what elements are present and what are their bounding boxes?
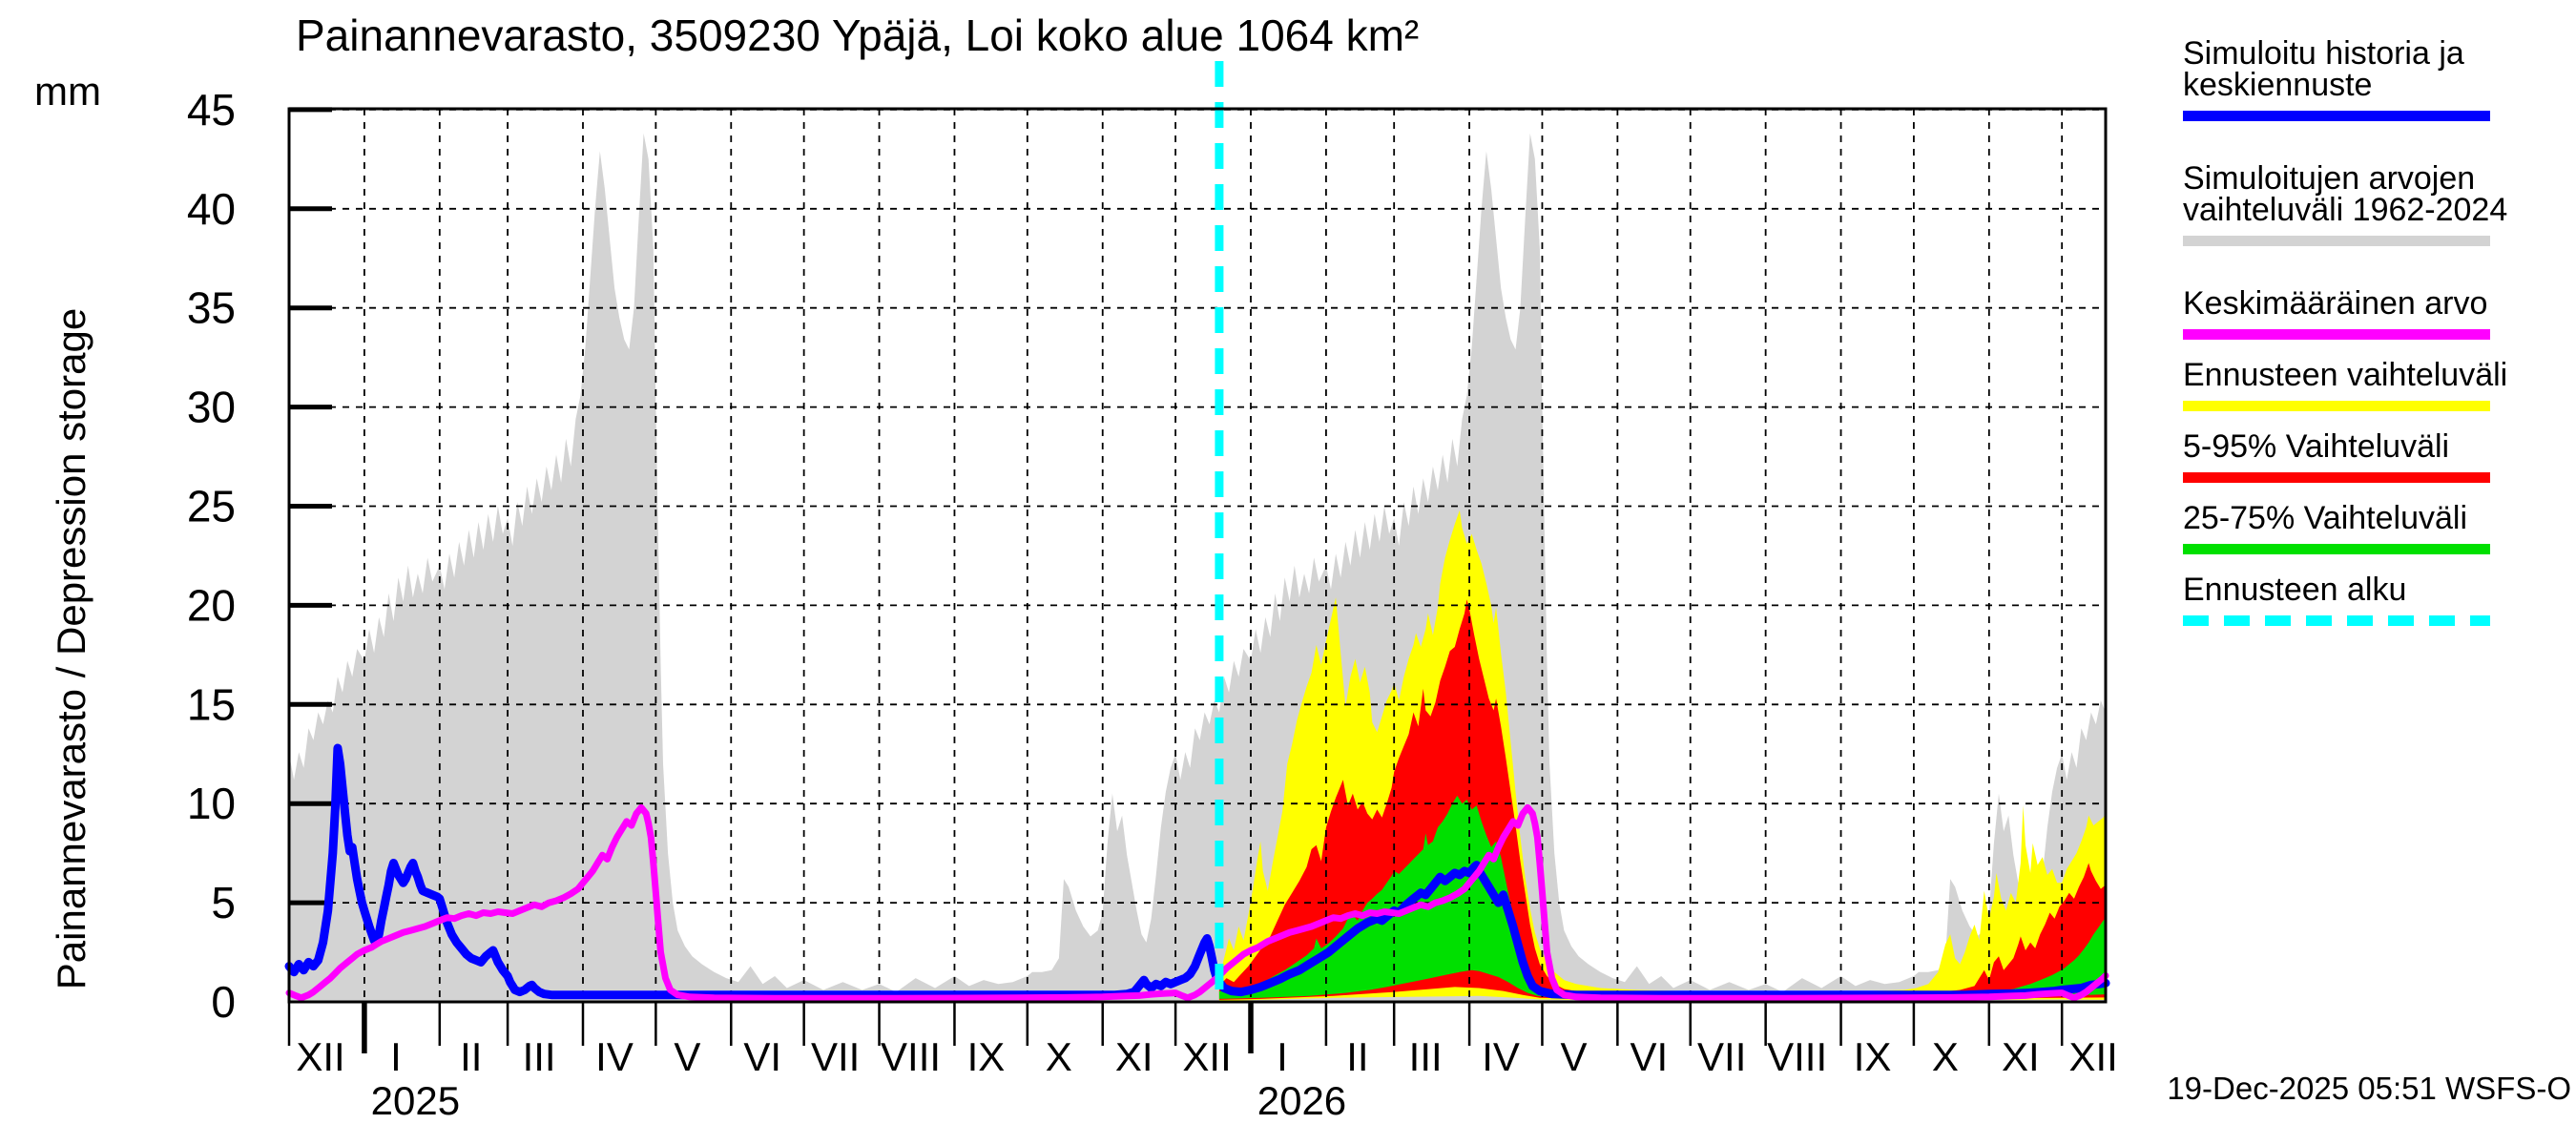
y-tick-label: 45 (187, 85, 236, 135)
legend-swatch (2183, 329, 2490, 340)
timestamp: 19-Dec-2025 05:51 WSFS-O (2167, 1071, 2571, 1106)
x-month-label: V (1560, 1034, 1587, 1079)
y-tick-label: 30 (187, 383, 236, 432)
legend-label: keskiennuste (2183, 67, 2373, 103)
y-tick-label: 25 (187, 482, 236, 531)
axis-ticks (287, 107, 2064, 1053)
history-mean-line (284, 743, 1224, 1000)
legend-swatch (2183, 111, 2490, 121)
y-axis-label: Painannevarasto / Depression storage (49, 307, 93, 990)
y-tick-label: 0 (211, 977, 236, 1027)
x-month-label: XII (2069, 1034, 2118, 1079)
legend-swatch (2183, 615, 2490, 626)
legend-swatch (2183, 401, 2490, 411)
x-axis-labels: XII I II III IV V VI VII VIII IX X XI XII I II III IV V VI… (296, 1034, 2118, 1123)
y-axis-unit: mm (34, 69, 101, 114)
y-tick-label: 15 (187, 679, 236, 729)
plot-frame (287, 107, 2108, 1004)
x-month-label: XII (296, 1034, 344, 1079)
legend-entry: Simuloitu historia ja keskiennuste (2183, 35, 2574, 121)
legend-entry: Ennusteen alku (2183, 572, 2574, 626)
y-tick-label: 40 (187, 184, 236, 234)
x-month-label: I (390, 1034, 402, 1079)
x-month-label: VIII (1767, 1034, 1827, 1079)
x-month-label: VII (1697, 1034, 1746, 1079)
x-month-label: IV (595, 1034, 634, 1079)
x-month-label: IX (1854, 1034, 1892, 1079)
x-month-label: VI (1631, 1034, 1669, 1079)
legend-label: Ennusteen alku (2183, 572, 2407, 608)
legend-label: Keskimääräinen arvo (2183, 285, 2488, 322)
x-year-label: 2026 (1257, 1078, 1346, 1123)
legend-label: 25-75% Vaihteluväli (2183, 500, 2467, 536)
x-year-label: 2025 (371, 1078, 460, 1123)
legend-entry: 25-75% Vaihteluväli (2183, 500, 2574, 554)
x-month-label: III (1409, 1034, 1443, 1079)
y-tick-label: 5 (211, 878, 236, 927)
legend-entry: 5-95% Vaihteluväli (2183, 428, 2574, 483)
legend-entry: Simuloitujen arvojen vaihteluväli 1962-20… (2183, 160, 2574, 246)
y-tick-label: 35 (187, 283, 236, 333)
x-month-label: VII (811, 1034, 860, 1079)
legend-swatch (2183, 544, 2490, 554)
x-month-label: IX (967, 1034, 1006, 1079)
average-line (285, 803, 2109, 1002)
legend-swatch (2183, 472, 2490, 483)
legend-label: 5-95% Vaihteluväli (2183, 428, 2450, 465)
legend-label: Ennusteen vaihteluväli (2183, 357, 2508, 393)
legend-label: vaihteluväli 1962-2024 (2183, 192, 2508, 228)
x-month-label: II (1346, 1034, 1368, 1079)
page-title: Painannevarasto, 3509230 Ypäjä, Loi koko… (296, 10, 1420, 60)
chart-legend: Simuloitu historia ja keskiennuste Simuloi… (2183, 35, 2574, 646)
x-month-label: XI (1115, 1034, 1153, 1079)
legend-entry: Keskimääräinen arvo (2183, 285, 2574, 340)
x-month-label: VI (743, 1034, 781, 1079)
legend-entry: Ennusteen vaihteluväli (2183, 357, 2574, 411)
band-25-75-area (1218, 795, 2106, 999)
x-month-label: X (1046, 1034, 1072, 1079)
legend-swatch (2183, 236, 2490, 246)
y-tick-label: 20 (187, 580, 236, 630)
y-tick-labels: 0 5 10 15 20 25 30 35 40 45 (187, 85, 236, 1027)
x-month-label: XI (2002, 1034, 2040, 1079)
legend-label: Simuloitu historia ja (2183, 35, 2464, 72)
gridlines (289, 109, 2106, 1002)
x-month-label: VIII (881, 1034, 941, 1079)
x-month-label: X (1932, 1034, 1959, 1079)
simulated-range-area (289, 133, 2106, 1003)
x-month-label: V (674, 1034, 700, 1079)
legend-label: Simuloitujen arvojen (2183, 160, 2476, 197)
x-month-label: XII (1182, 1034, 1231, 1079)
x-month-label: II (460, 1034, 482, 1079)
x-month-label: I (1277, 1034, 1288, 1079)
y-tick-label: 10 (187, 779, 236, 828)
x-month-label: III (523, 1034, 556, 1079)
x-month-label: IV (1482, 1034, 1520, 1079)
